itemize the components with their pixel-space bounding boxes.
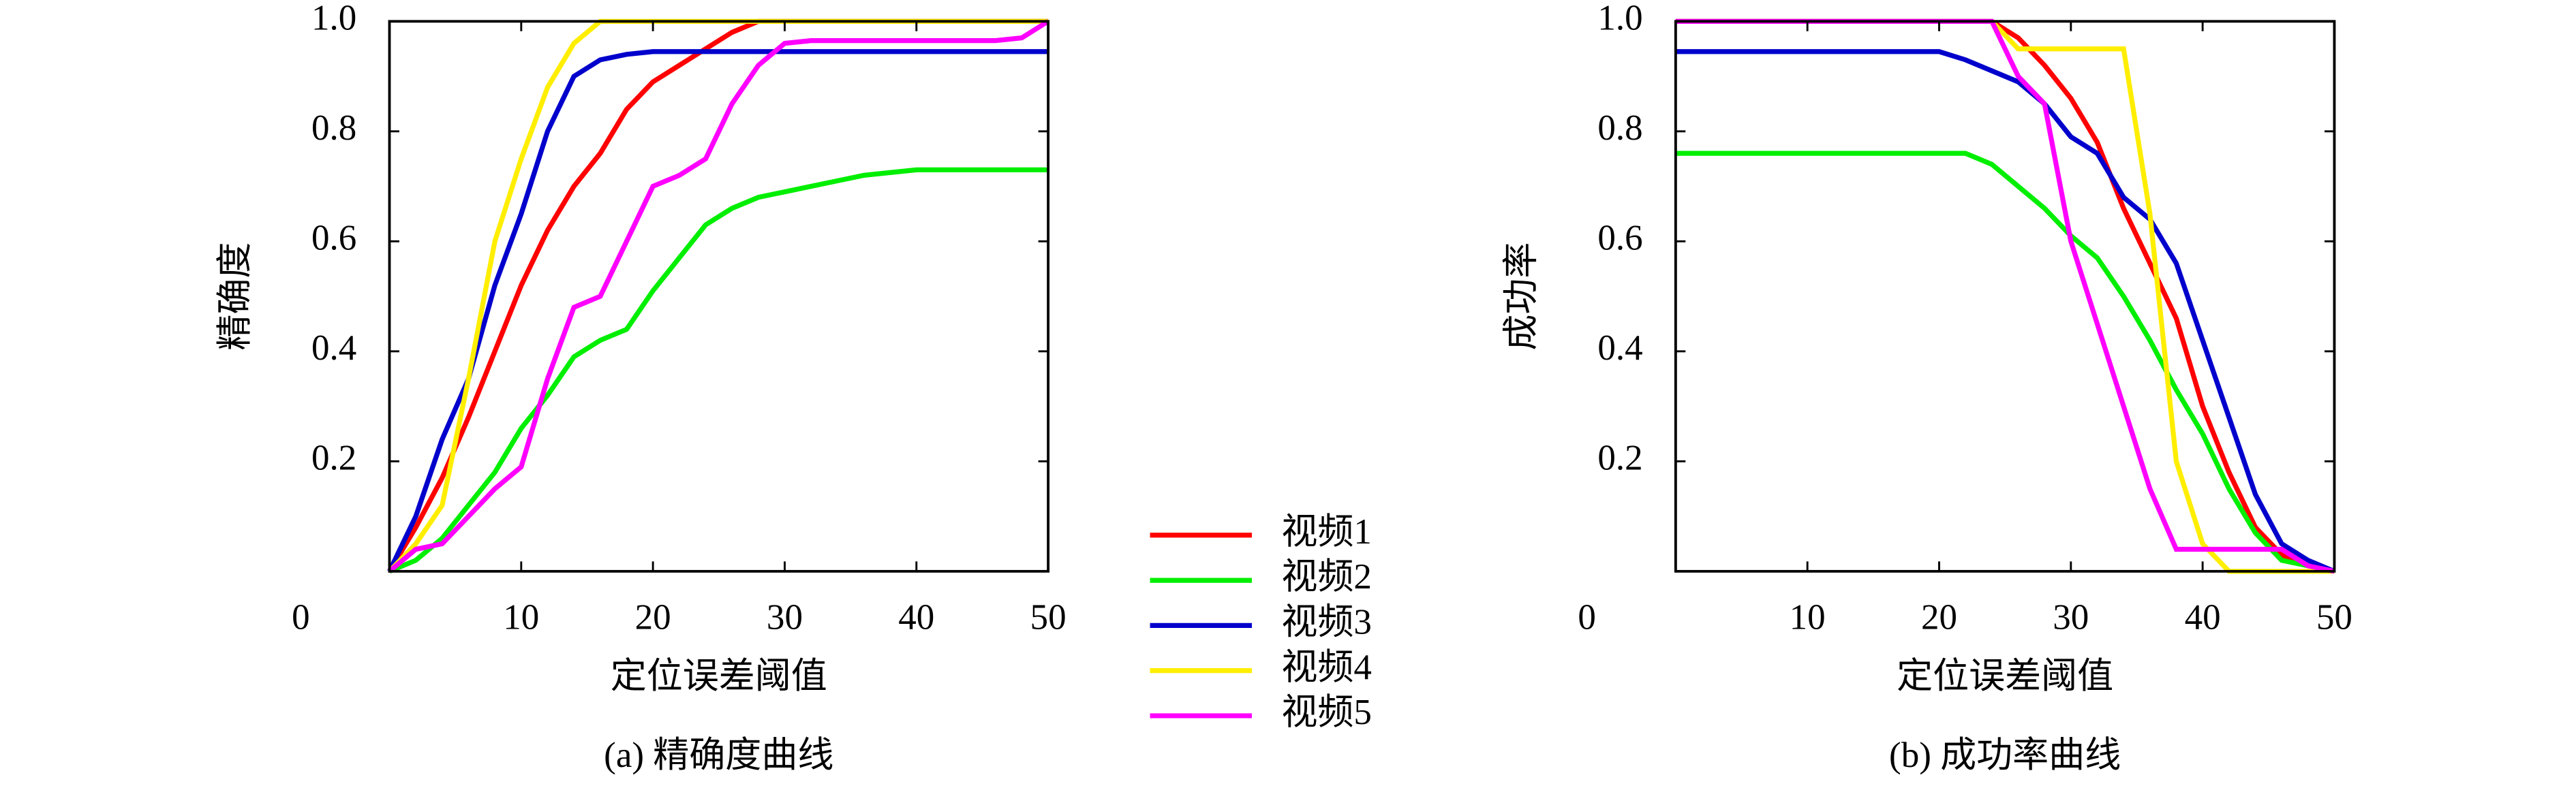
y-tick-label: 0.2 — [311, 438, 356, 477]
x-tick-label: 50 — [1030, 597, 1067, 637]
x-tick-label: 20 — [635, 597, 671, 637]
data-line — [387, 18, 1049, 573]
y-tick-label: 0.4 — [1597, 328, 1642, 368]
x-tick-label: 30 — [767, 597, 803, 637]
legend-label: 视频4 — [1281, 648, 1372, 687]
x-tick-label: 50 — [2316, 597, 2352, 637]
x-tick-label: 40 — [2185, 597, 2221, 637]
y-tick-label: 0.4 — [311, 328, 356, 368]
plot-frame — [1674, 20, 2336, 573]
y-tick-label: 0.8 — [311, 108, 356, 148]
x-tick-label: 10 — [1790, 597, 1826, 637]
data-line — [1675, 151, 2335, 574]
legend-label: 视频1 — [1281, 512, 1372, 552]
data-line — [1675, 18, 2335, 574]
x-tick-label: 0 — [292, 597, 310, 637]
y-tick-label: 0.8 — [1597, 108, 1642, 148]
x-tick-label: 20 — [1921, 597, 1957, 637]
legend-label: 视频3 — [1281, 603, 1372, 642]
caption: (b) 成功率曲线 — [1889, 736, 2121, 775]
legend-label: 视频2 — [1281, 557, 1372, 597]
y-tick-label: 1.0 — [1597, 0, 1642, 38]
y-tick-label: 1.0 — [311, 0, 356, 38]
y-axis-label: 精确度 — [215, 242, 255, 351]
y-tick-label: 0.6 — [1597, 219, 1642, 258]
caption: (a) 精确度曲线 — [604, 736, 833, 775]
x-tick-label: 30 — [2053, 597, 2089, 637]
x-tick-label: 0 — [1578, 597, 1596, 637]
data-line — [388, 19, 1049, 573]
y-tick-label: 0.6 — [311, 219, 356, 258]
data-line — [387, 49, 1049, 573]
data-line — [1675, 49, 2335, 574]
y-tick-label: 0.2 — [1597, 438, 1642, 477]
legend-label: 视频5 — [1281, 693, 1372, 732]
x-tick-label: 40 — [898, 597, 934, 637]
plot-frame — [388, 20, 1050, 573]
x-axis-label: 定位误差阈值 — [611, 657, 827, 696]
y-axis-label: 成功率 — [1501, 242, 1541, 351]
x-tick-label: 10 — [503, 597, 539, 637]
x-axis-label: 定位误差阈值 — [1897, 657, 2113, 696]
data-line — [388, 167, 1049, 574]
data-line — [387, 18, 1049, 573]
